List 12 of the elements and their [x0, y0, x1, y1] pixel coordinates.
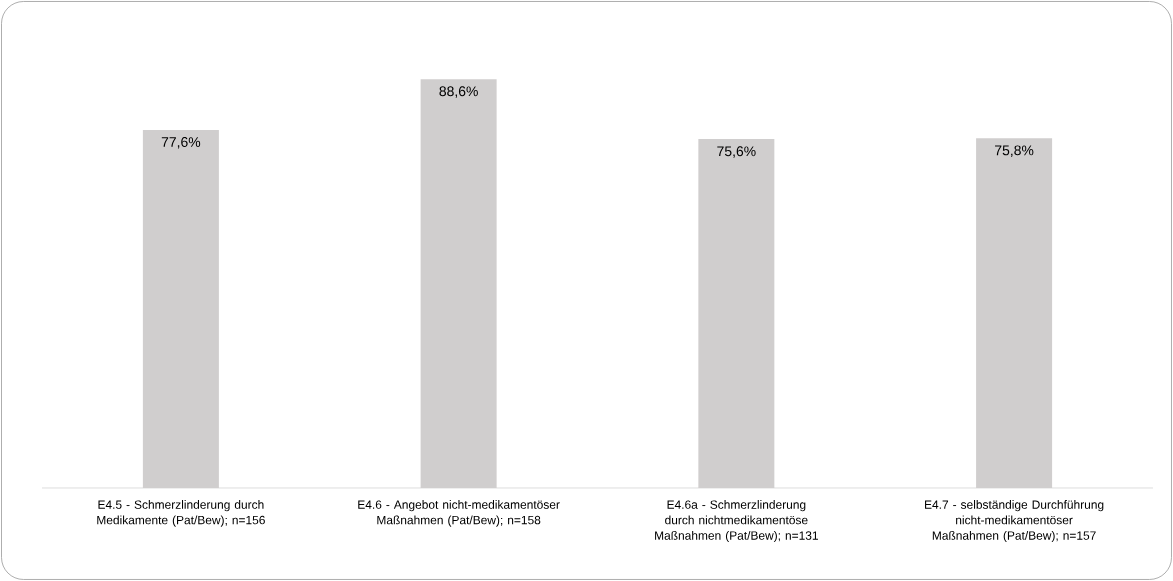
data-label: 75,8% [995, 145, 1034, 157]
data-label: 77,6% [161, 137, 201, 149]
bar [420, 79, 497, 488]
data-label: 75,6% [717, 146, 756, 158]
bar [698, 139, 775, 488]
x-tick-label: E4.6a - Schmerzlinderung durch nichtmedikamentöse Maßnahmen (Pat/Bew); n=131 [655, 500, 818, 543]
x-tick-label: E4.6 - Angebot nicht-medikamentöser Maßnahmen (Pat/Bew); n=158 [358, 500, 560, 527]
bar [976, 138, 1053, 488]
data-label: 88,6% [439, 86, 478, 98]
bar [142, 129, 219, 488]
x-tick-label: E4.5 - Schmerzlinderung durch Medikamente (Pat/Bew); n=156 [97, 500, 265, 527]
x-tick-label: E4.7 - selbständige Durchführung nicht-medikamentöser Maßnahmen (Pat/Bew); n=157 [925, 500, 1104, 543]
